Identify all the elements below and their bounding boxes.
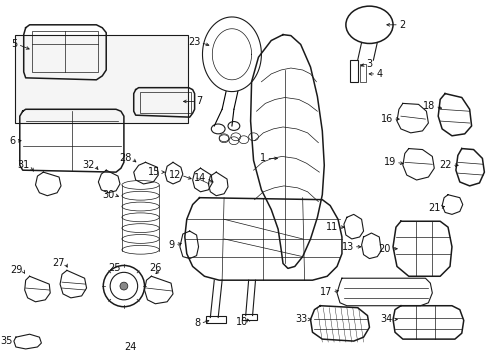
Text: 17: 17 [319, 287, 331, 297]
Text: 6: 6 [10, 136, 16, 146]
Text: 7: 7 [196, 96, 203, 107]
Text: 29: 29 [10, 265, 22, 275]
Bar [32, 31, 98, 72]
Text: 30: 30 [102, 190, 114, 200]
Ellipse shape [120, 282, 127, 290]
Text: 31: 31 [17, 160, 30, 170]
Text: 4: 4 [376, 69, 382, 79]
Text: 18: 18 [422, 101, 434, 111]
Text: 32: 32 [82, 160, 94, 170]
Text: 25: 25 [108, 264, 120, 273]
Text: 16: 16 [380, 114, 392, 124]
Text: 19: 19 [383, 157, 395, 167]
Bar [140, 91, 190, 113]
Text: 3: 3 [366, 59, 372, 69]
Bar [15, 35, 188, 123]
Text: 20: 20 [378, 244, 390, 254]
Text: 5: 5 [12, 40, 18, 49]
Text: 23: 23 [188, 37, 200, 48]
Text: 35: 35 [0, 336, 13, 346]
Text: 22: 22 [439, 160, 451, 170]
Text: 28: 28 [119, 153, 131, 163]
Text: 26: 26 [148, 264, 161, 273]
Text: 13: 13 [341, 242, 353, 252]
Text: 1: 1 [260, 153, 266, 163]
Bar [241, 314, 257, 320]
Bar [206, 316, 225, 323]
Text: 24: 24 [124, 342, 137, 352]
Text: 33: 33 [295, 315, 307, 324]
Text: 8: 8 [194, 318, 200, 328]
Text: 12: 12 [168, 170, 181, 180]
Text: 14: 14 [194, 173, 206, 183]
Text: 27: 27 [52, 257, 65, 267]
Text: 11: 11 [325, 222, 337, 232]
Text: 15: 15 [147, 167, 160, 177]
Text: 34: 34 [380, 315, 392, 324]
Bar [349, 60, 357, 82]
Bar [359, 64, 365, 82]
Text: 10: 10 [236, 318, 248, 328]
Text: 2: 2 [398, 20, 405, 30]
Text: 9: 9 [168, 240, 175, 250]
Text: 21: 21 [427, 203, 439, 212]
